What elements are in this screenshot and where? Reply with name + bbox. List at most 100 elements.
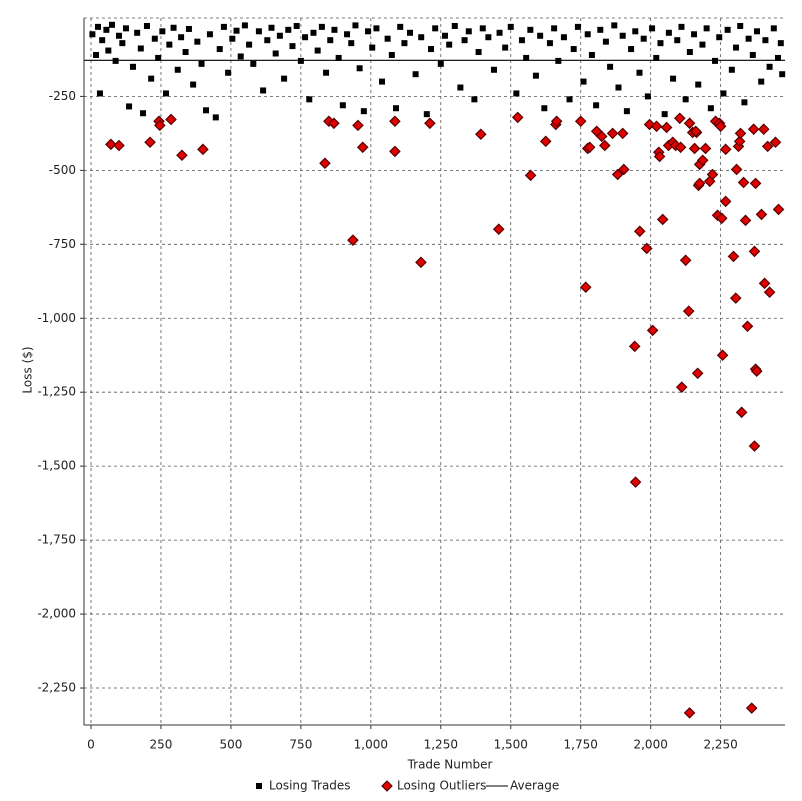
point	[755, 208, 768, 221]
point	[656, 213, 669, 226]
point	[653, 54, 660, 61]
point	[766, 63, 773, 70]
point	[735, 406, 748, 419]
point	[185, 25, 192, 32]
point	[339, 102, 346, 109]
point	[714, 120, 727, 133]
point	[579, 281, 592, 293]
point	[198, 60, 205, 67]
point	[108, 21, 115, 28]
point	[749, 51, 756, 58]
point	[360, 108, 367, 115]
x-tick-label: 2,000	[633, 738, 667, 752]
point	[379, 78, 386, 85]
point	[96, 90, 103, 97]
point	[683, 117, 696, 130]
point	[99, 37, 106, 44]
point	[679, 254, 692, 267]
point	[229, 35, 236, 42]
point	[475, 49, 482, 56]
point	[597, 26, 604, 33]
point	[715, 212, 728, 225]
point	[203, 107, 210, 114]
point	[144, 136, 156, 149]
point	[574, 115, 587, 128]
point	[606, 127, 619, 140]
point	[233, 27, 240, 34]
point	[428, 46, 435, 53]
legend-swatch	[381, 780, 393, 792]
point	[89, 31, 96, 38]
point	[344, 31, 351, 38]
point	[670, 75, 677, 82]
point	[598, 139, 611, 152]
point	[272, 50, 279, 57]
point	[293, 22, 300, 29]
point	[335, 54, 342, 61]
point	[302, 34, 309, 41]
point	[389, 115, 401, 128]
point	[734, 127, 747, 140]
point	[327, 37, 334, 44]
point	[678, 23, 685, 30]
point	[644, 93, 651, 100]
point	[653, 150, 666, 163]
point	[686, 49, 693, 56]
point	[113, 139, 125, 152]
legend-label: Losing Trades	[269, 779, 351, 793]
x-tick-label: 2,250	[703, 738, 737, 752]
point	[688, 142, 701, 155]
point	[151, 35, 158, 42]
point	[461, 37, 468, 44]
point	[94, 23, 101, 30]
point	[611, 168, 624, 181]
point	[281, 75, 288, 82]
point	[511, 111, 524, 124]
point	[328, 117, 340, 130]
y-tick-label: -1,250	[37, 385, 76, 399]
point	[769, 136, 782, 149]
point	[285, 26, 292, 33]
point	[237, 53, 244, 60]
point	[212, 114, 219, 121]
point	[657, 40, 664, 47]
point	[384, 35, 391, 42]
point	[166, 41, 173, 48]
point	[182, 49, 189, 56]
point	[633, 225, 646, 238]
point	[148, 75, 155, 82]
point	[616, 127, 629, 140]
point	[471, 96, 478, 103]
point	[105, 138, 117, 151]
point	[761, 140, 774, 153]
point	[607, 63, 614, 70]
point	[348, 40, 355, 47]
point	[619, 32, 626, 39]
point	[724, 26, 731, 33]
point	[352, 119, 364, 132]
point	[412, 71, 419, 78]
point	[457, 84, 464, 91]
point	[126, 103, 133, 110]
x-tick-label: 1,500	[494, 738, 528, 752]
point	[777, 40, 784, 47]
point	[352, 22, 359, 29]
point	[496, 29, 503, 36]
point	[206, 31, 213, 38]
point	[779, 71, 786, 78]
point	[310, 29, 317, 36]
point	[602, 38, 609, 45]
point	[255, 28, 262, 35]
point	[115, 32, 122, 39]
y-tick-label: -1,750	[37, 533, 76, 547]
point	[737, 22, 744, 29]
point	[660, 121, 673, 134]
point	[401, 40, 408, 47]
point	[105, 47, 112, 54]
point	[140, 110, 147, 117]
point	[757, 123, 770, 136]
point	[103, 26, 110, 33]
point	[691, 31, 698, 38]
point	[318, 23, 325, 30]
